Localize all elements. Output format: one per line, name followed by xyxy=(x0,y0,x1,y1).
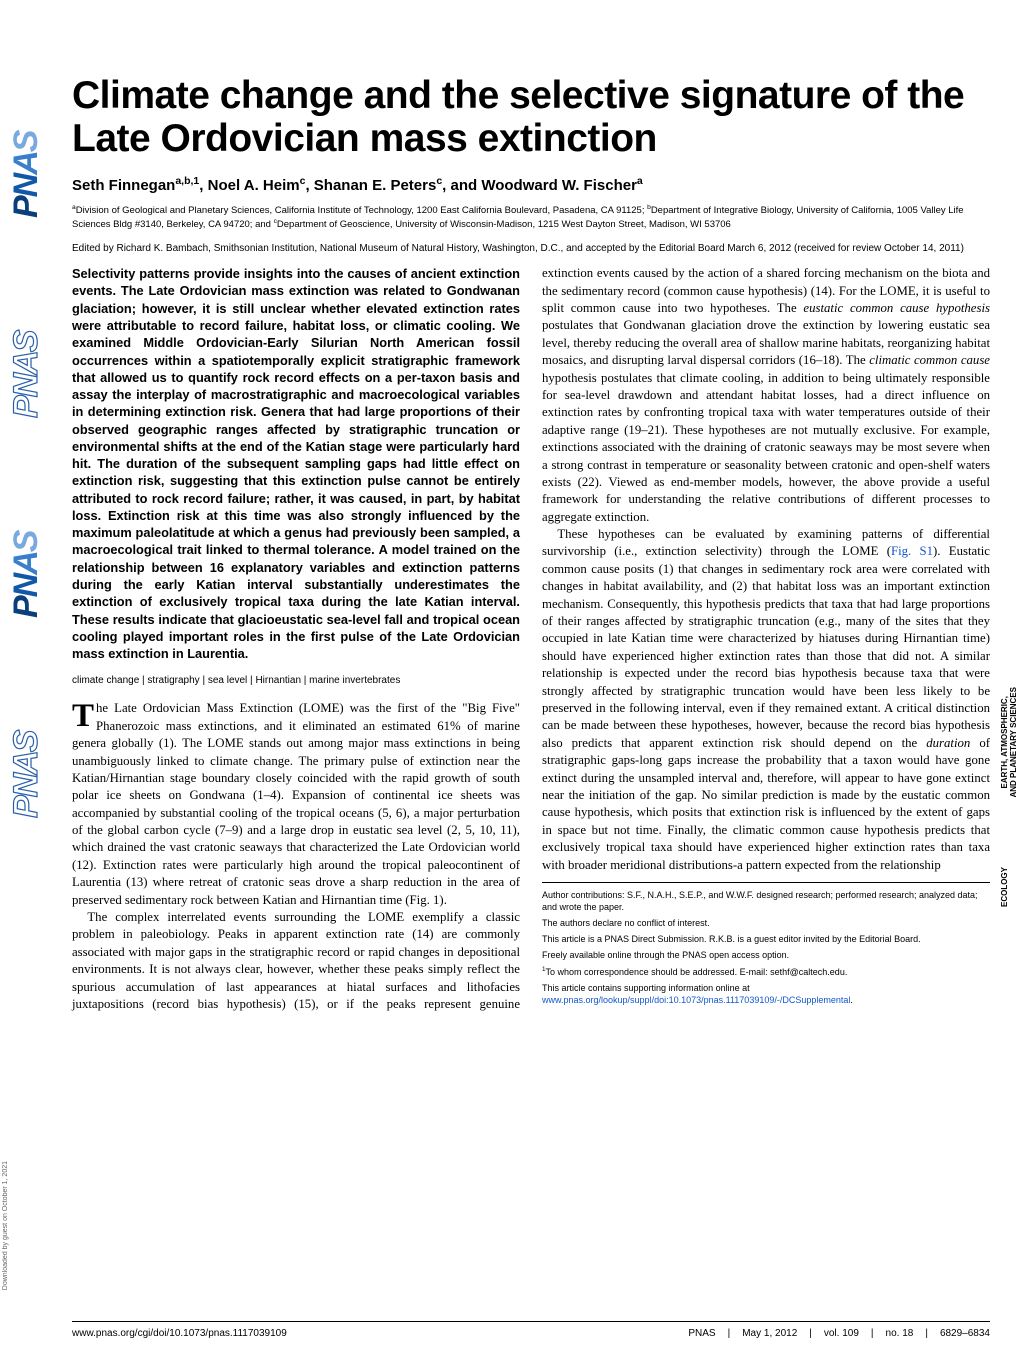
correspondence-note: 1To whom correspondence should be addres… xyxy=(542,966,990,978)
pnas-logo-solid-2: PNAS xyxy=(7,495,46,655)
author-contributions: Author contributions: S.F., N.A.H., S.E.… xyxy=(542,889,990,913)
footer-vol: vol. 109 xyxy=(824,1328,859,1339)
download-note: Downloaded by guest on October 1, 2021 xyxy=(2,1161,9,1290)
section-tab-ecology: ECOLOGY xyxy=(1001,860,1010,914)
author-notes: Author contributions: S.F., N.A.H., S.E.… xyxy=(542,882,990,1006)
footer-citation: PNAS | May 1, 2012 | vol. 109 | no. 18 |… xyxy=(688,1328,990,1339)
authors-line: Seth Finnegana,b,1, Noel A. Heimc, Shana… xyxy=(72,175,990,194)
author-notes-divider xyxy=(542,882,990,883)
pnas-logo-strip: PNAS PNAS PNAS PNAS xyxy=(8,95,44,1195)
submission-note: This article is a PNAS Direct Submission… xyxy=(542,933,990,945)
sep-icon: | xyxy=(871,1328,874,1339)
footer-pnas: PNAS xyxy=(688,1328,715,1339)
footer-no: no. 18 xyxy=(886,1328,914,1339)
open-access-note: Freely available online through the PNAS… xyxy=(542,949,990,961)
supporting-info-note: This article contains supporting informa… xyxy=(542,982,990,1006)
sep-icon: | xyxy=(925,1328,928,1339)
page-content: Climate change and the selective signatu… xyxy=(72,75,990,1337)
abstract: Selectivity patterns provide insights in… xyxy=(72,265,520,662)
edited-by-line: Edited by Richard K. Bambach, Smithsonia… xyxy=(72,242,990,256)
sep-icon: | xyxy=(728,1328,731,1339)
pnas-logo-solid-1: PNAS xyxy=(7,95,46,255)
keywords: climate change | stratigraphy | sea leve… xyxy=(72,675,520,686)
pnas-logo-hollow-2: PNAS xyxy=(7,695,46,855)
body-paragraph-1: The Late Ordovician Mass Extinction (LOM… xyxy=(72,700,520,909)
footer-pages: 6829–6834 xyxy=(940,1328,990,1339)
footer-doi: www.pnas.org/cgi/doi/10.1073/pnas.111703… xyxy=(72,1328,287,1339)
conflict-statement: The authors declare no conflict of inter… xyxy=(542,917,990,929)
sep-icon: | xyxy=(809,1328,812,1339)
page-footer: www.pnas.org/cgi/doi/10.1073/pnas.111703… xyxy=(72,1321,990,1339)
section-tab-earth: EARTH, ATMOSPHERIC,AND PLANETARY SCIENCE… xyxy=(1001,680,1019,805)
footer-date: May 1, 2012 xyxy=(742,1328,797,1339)
body-paragraph-3: These hypotheses can be evaluated by exa… xyxy=(542,526,990,874)
affiliations: aDivision of Geological and Planetary Sc… xyxy=(72,204,990,232)
pnas-logo-hollow-1: PNAS xyxy=(7,295,46,455)
two-column-body: Selectivity patterns provide insights in… xyxy=(72,265,990,1013)
section-tabs: EARTH, ATMOSPHERIC,AND PLANETARY SCIENCE… xyxy=(1001,680,1019,969)
article-title: Climate change and the selective signatu… xyxy=(72,75,990,161)
